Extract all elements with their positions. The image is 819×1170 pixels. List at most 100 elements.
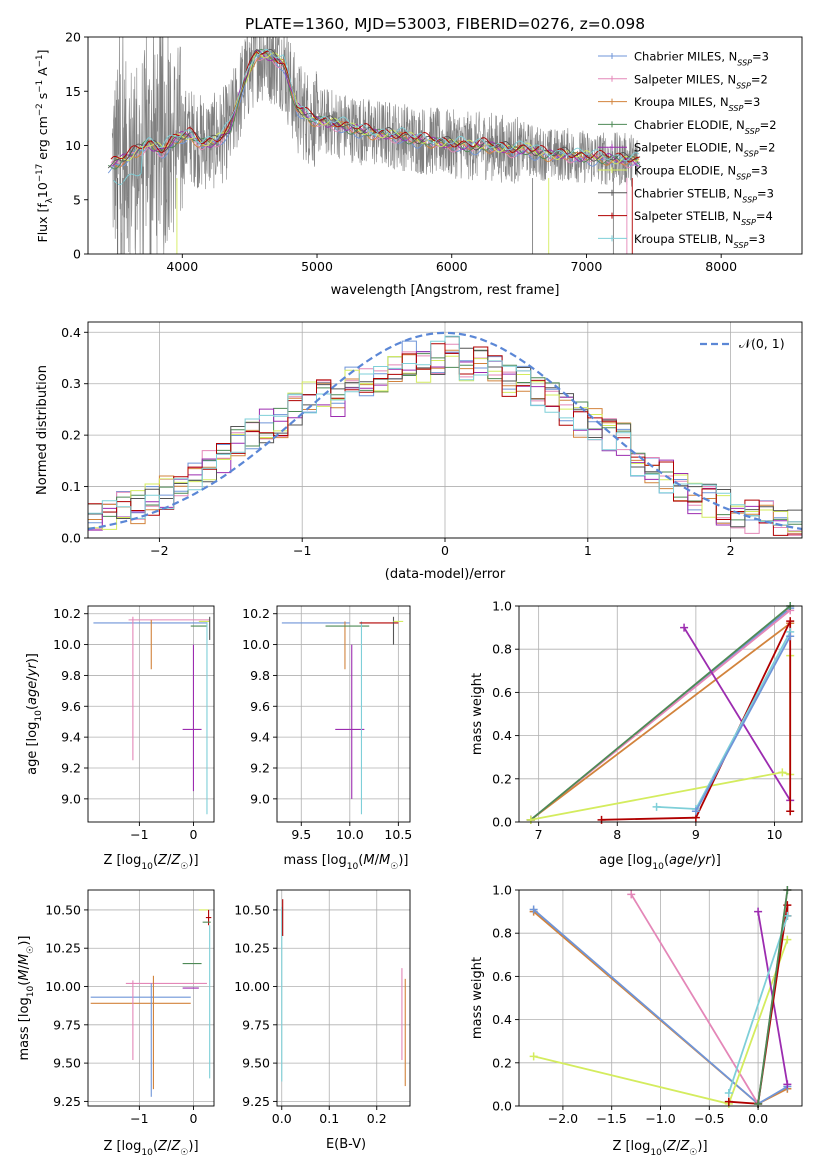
- y-tick-label: 9.50: [53, 1056, 81, 1071]
- x-tick-label: 10.0: [336, 827, 364, 842]
- y-tick-label: 10.50: [234, 902, 270, 917]
- mass-vs-Z-xlabel: Z [log10(Z/Z☉)]: [103, 1139, 198, 1158]
- y-tick-label: 0.6: [492, 969, 512, 984]
- x-tick-label: −1: [130, 1111, 148, 1126]
- y-tick-label: 0: [73, 247, 81, 262]
- mass-weight-marker: [691, 807, 700, 816]
- gaussian-reference-curve: [87, 331, 803, 531]
- x-tick-label: 8: [613, 827, 621, 842]
- legend-label: Chabrier ELODIE, NSSP=2: [634, 118, 777, 136]
- x-tick-label: −0.5: [694, 1111, 724, 1126]
- axes-spectrum: 4000 5000 6000 7000 8000 0 5 10 15 20: [65, 30, 803, 274]
- x-tick-label: 0: [189, 827, 197, 842]
- mass-weight-marker: [529, 905, 538, 914]
- legend-label: Salpeter STELIB, NSSP=4: [634, 209, 773, 227]
- mass-weight-marker: [754, 907, 763, 916]
- residual-histogram: [88, 343, 802, 536]
- x-tick-label: −2: [150, 543, 168, 558]
- y-tick-label: 0.2: [492, 771, 512, 786]
- legend-label-gaussian: 𝒩(0, 1): [739, 336, 785, 351]
- y-tick-label: 9.0: [250, 791, 270, 806]
- y-tick-label: 0.4: [61, 325, 81, 340]
- mass-vs-Z-ylabel: mass [log10(M/M☉)]: [17, 936, 36, 1061]
- y-tick-label: 9.50: [242, 1056, 270, 1071]
- y-tick-label: 9.4: [61, 730, 81, 745]
- legend-label: Chabrier MILES, NSSP=3: [634, 50, 769, 68]
- legend-label: Salpeter ELODIE, NSSP=2: [634, 141, 775, 159]
- mass-weight-marker: [529, 1052, 538, 1061]
- axes-frame: [87, 889, 215, 1107]
- legend-label: Kroupa MILES, NSSP=3: [634, 95, 760, 113]
- axes-frame: [276, 889, 411, 1107]
- x-tick-label: 8000: [705, 259, 737, 274]
- x-tick-label: 0.0: [272, 1111, 292, 1126]
- x-tick-label: 4000: [166, 259, 198, 274]
- x-tick-label: 0: [189, 1111, 197, 1126]
- spectrum-model-line: [113, 48, 640, 185]
- y-tick-label: 10.00: [45, 979, 81, 994]
- mass-weight-marker: [680, 623, 689, 632]
- mass-weight-line: [728, 904, 789, 1105]
- y-tick-label: 0.8: [492, 642, 512, 657]
- y-tick-label: 1.0: [492, 599, 512, 614]
- y-tick-label: 0.4: [492, 1012, 512, 1027]
- x-tick-label: −1.5: [597, 1111, 627, 1126]
- y-tick-label: 0.8: [492, 926, 512, 941]
- axes-age-vs-Z: −1 0 9.0 9.2 9.4 9.6 9.8 10.0 10.2: [53, 605, 215, 842]
- x-tick-label: 1: [584, 543, 592, 558]
- y-tick-label: 9.25: [242, 1094, 270, 1109]
- x-tick-label: 9: [692, 827, 700, 842]
- weight-vs-Z-ylabel: mass weight: [470, 957, 485, 1039]
- y-tick-label: 9.6: [250, 699, 270, 714]
- spectrum-model-line: [110, 50, 640, 163]
- mass-weight-marker: [783, 935, 792, 944]
- spectrum-legend: Chabrier MILES, NSSP=3 Salpeter MILES, NS…: [598, 50, 777, 249]
- mass-weight-marker: [786, 632, 795, 641]
- y-tick-label: 0.4: [492, 728, 512, 743]
- weight-vs-age-ylabel: mass weight: [470, 673, 485, 755]
- age-vs-mass-xlabel: mass [log10(M/M☉)]: [284, 853, 409, 872]
- y-tick-label: 9.8: [250, 668, 270, 683]
- x-tick-label: −1: [293, 543, 311, 558]
- y-tick-label: 0.0: [492, 815, 512, 830]
- residual-histogram: [88, 336, 802, 528]
- y-tick-label: 10.25: [234, 941, 270, 956]
- mass-weight-line: [727, 915, 789, 1094]
- spectrum-model-line: [107, 49, 641, 170]
- x-tick-label: 0: [441, 543, 449, 558]
- mass-weight-marker: [724, 1097, 733, 1106]
- y-tick-label: 10.50: [45, 902, 81, 917]
- y-tick-label: 10.25: [45, 941, 81, 956]
- y-tick-label: 0.0: [492, 1099, 512, 1114]
- y-tick-label: 9.75: [242, 1017, 270, 1032]
- x-tick-label: 0.2: [367, 1111, 387, 1126]
- mass-weight-marker: [597, 815, 606, 824]
- spectrum-model-line: [110, 49, 640, 167]
- mass-weight-line: [757, 889, 789, 1104]
- y-tick-label: 0.6: [492, 685, 512, 700]
- spectrum-data-line: [111, 37, 638, 254]
- mass-weight-line: [530, 605, 791, 821]
- y-tick-label: 0.3: [61, 376, 81, 391]
- y-tick-label: 9.2: [250, 761, 270, 776]
- x-tick-label: 6000: [436, 259, 468, 274]
- mass-weight-marker: [526, 815, 535, 824]
- legend-label: Chabrier STELIB, NSSP=3: [634, 186, 774, 204]
- axes-frame: [518, 605, 803, 823]
- plot-area-spectrum: [107, 37, 641, 254]
- x-tick-label: 0.1: [319, 1111, 339, 1126]
- x-tick-label: 10.5: [384, 827, 412, 842]
- x-tick-label: 9.5: [291, 827, 311, 842]
- spectrum-xlabel: wavelength [Angstrom, rest frame]: [331, 283, 560, 298]
- y-tick-label: 10.0: [242, 637, 270, 652]
- y-tick-label: 15: [65, 84, 81, 99]
- y-tick-label: 0.1: [61, 479, 81, 494]
- residuals-ylabel: Normed distribution: [35, 365, 50, 495]
- x-tick-label: 5000: [301, 259, 333, 274]
- y-tick-label: 10.0: [53, 637, 81, 652]
- y-tick-label: 0.2: [61, 428, 81, 443]
- legend-label: Salpeter MILES, NSSP=2: [634, 72, 768, 90]
- axes-frame: [87, 605, 215, 823]
- y-tick-label: 9.6: [61, 699, 81, 714]
- mass-weight-marker: [627, 890, 636, 899]
